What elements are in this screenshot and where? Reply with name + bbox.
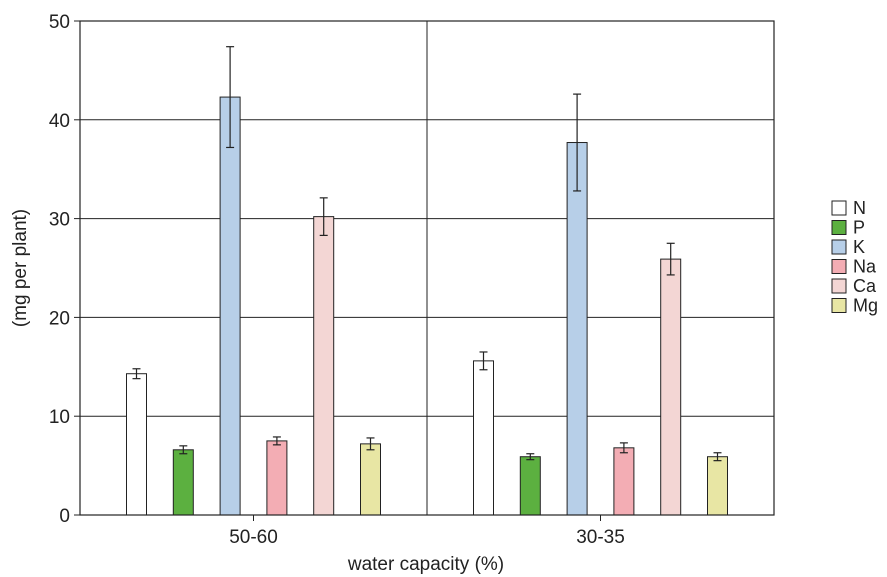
bar-Mg-50-60 [360, 443, 381, 516]
x-tick-label: 50-60 [229, 527, 278, 548]
legend-label: Ca [853, 276, 877, 296]
legend-swatch [831, 259, 847, 274]
y-tick-label: 50 [49, 12, 70, 33]
legend-entry-P: P [831, 218, 865, 238]
error-bar-Ca-30-35 [666, 242, 675, 276]
error-bar-P-30-35 [526, 453, 535, 461]
error-bar-Ca-50-60 [319, 197, 328, 236]
y-tick-label: 10 [49, 407, 70, 428]
y-tick-label: 40 [49, 111, 70, 132]
error-bar-N-50-60 [132, 368, 141, 380]
bar-Mg-30-35 [707, 456, 728, 516]
legend-entry-Na: Na [831, 257, 877, 277]
legend-entry-Mg: Mg [831, 296, 878, 316]
legend-swatch [831, 239, 847, 255]
bars [126, 46, 728, 516]
bar-P-50-60 [172, 449, 194, 516]
bar-N-30-35 [473, 360, 494, 516]
legend-swatch [831, 298, 847, 313]
bar-N-50-60 [126, 373, 147, 516]
legend-swatch [831, 278, 847, 294]
bar-Na-50-60 [266, 440, 288, 516]
bar-Ca-50-60 [313, 216, 335, 516]
bar-K-50-60 [219, 96, 241, 516]
legend-swatch [831, 220, 847, 235]
error-bar-Mg-50-60 [366, 437, 375, 451]
y-tick-label: 20 [49, 308, 70, 329]
legend-entry-K: K [831, 237, 865, 257]
legend-label: Mg [853, 296, 878, 316]
legend-label: K [853, 237, 865, 257]
legend-label: Na [853, 257, 877, 277]
error-bar-K-50-60 [226, 46, 235, 149]
x-tick-label: 30-35 [576, 527, 625, 548]
error-bar-Na-30-35 [619, 442, 628, 454]
axes: 50-60 30-35 0 10 20 30 40 50 [49, 12, 775, 548]
legend-entry-Ca: Ca [831, 276, 877, 296]
error-bar-Na-50-60 [272, 436, 281, 446]
bar-Na-30-35 [613, 447, 635, 516]
y-tick-label: 30 [49, 210, 70, 231]
y-axis-label: (mg per plant) [10, 209, 31, 327]
error-bar-N-30-35 [479, 351, 488, 371]
error-bar-K-30-35 [573, 93, 582, 192]
error-bar-Mg-30-35 [713, 452, 722, 462]
bar-P-30-35 [519, 456, 541, 516]
plot-frame [79, 20, 775, 516]
legend-label: N [853, 198, 866, 218]
legend-entry-N: N [831, 198, 866, 218]
legend-swatch [831, 200, 847, 216]
y-tick-label: 0 [59, 506, 70, 527]
error-bar-P-50-60 [179, 445, 188, 455]
bar-K-30-35 [566, 142, 588, 516]
bar-Ca-30-35 [660, 258, 682, 516]
x-axis-label: water capacity (%) [347, 554, 504, 575]
legend-label: P [853, 218, 865, 238]
